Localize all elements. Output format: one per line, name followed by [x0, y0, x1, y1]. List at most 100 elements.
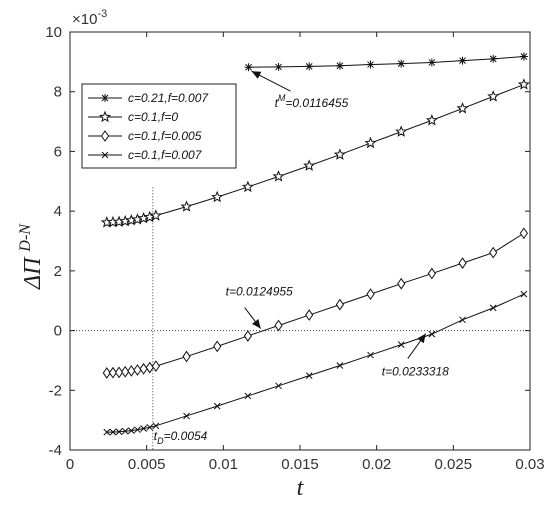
x-tick-label: 0.01	[209, 456, 238, 473]
data-point	[305, 62, 314, 71]
y-tick-label: 0	[54, 323, 62, 340]
data-point	[103, 428, 111, 436]
legend-box	[81, 83, 237, 169]
data-point	[182, 350, 191, 363]
data-point	[152, 422, 160, 430]
legend-marker	[100, 130, 110, 142]
annotation-tm: tM=0.0116455	[275, 93, 349, 110]
x-tick-label: 0.03	[515, 456, 544, 473]
series-3	[102, 227, 528, 379]
data-point	[489, 54, 498, 63]
y-tick-label: 2	[54, 263, 62, 280]
data-point	[333, 148, 346, 160]
data-point	[458, 56, 467, 65]
legend-label: c=0.1,f=0	[128, 110, 178, 124]
data-point	[366, 288, 375, 301]
annotation-td: tD=0.0054	[154, 429, 208, 446]
data-point	[114, 366, 124, 379]
data-point	[395, 125, 408, 137]
x-tick-label: 0	[66, 456, 74, 473]
x-tick-label: 0.005	[128, 456, 166, 473]
series-1	[244, 52, 528, 72]
annotation-td-rest: =0.0054	[164, 429, 208, 443]
legend-label: c=0.21,f=0.007	[128, 91, 209, 105]
x-tick-label: 0.015	[281, 456, 319, 473]
data-point	[213, 402, 221, 410]
y-axis-title-sup: D-N	[17, 223, 34, 253]
data-point	[519, 52, 528, 61]
exponent-base: ×10	[72, 11, 97, 28]
annotation-arrowhead-t1	[252, 318, 261, 329]
legend-marker	[101, 94, 109, 102]
data-point	[456, 102, 469, 114]
x-axis-title: t	[297, 475, 305, 501]
data-point	[243, 330, 252, 342]
y-tick-label: 10	[45, 24, 62, 41]
legend-label: c=0.1,f=0.005	[128, 129, 202, 143]
data-point	[425, 114, 438, 126]
exponent-label: ×10-3	[72, 8, 107, 28]
data-point	[121, 427, 129, 435]
legend-entry: c=0.1,f=0.007	[88, 148, 203, 162]
annotation-tm-sup: M	[278, 93, 286, 103]
data-point	[366, 60, 375, 69]
series-line	[248, 55, 524, 68]
data-point	[336, 362, 344, 369]
data-point	[146, 423, 154, 431]
data-point	[134, 426, 141, 434]
y-axis-title-main: ΔΠ	[20, 256, 46, 290]
series-group	[100, 52, 530, 436]
annotation-arrowhead-t2	[417, 333, 426, 344]
data-point	[274, 319, 283, 332]
annotation-td-sub: D	[157, 436, 164, 446]
data-point	[272, 170, 285, 182]
data-point	[127, 365, 136, 377]
data-point	[487, 90, 500, 102]
data-point	[149, 209, 162, 221]
data-point	[397, 277, 406, 290]
data-point	[244, 63, 253, 72]
data-point	[520, 290, 528, 298]
legend-label: c=0.1,f=0.007	[128, 148, 203, 162]
legend-items: c=0.21,f=0.007 c=0.1,f=0 c=0.1,f=0.005 c=0.…	[88, 91, 209, 162]
legend-entry: c=0.1,f=0	[88, 110, 178, 124]
data-point	[335, 61, 344, 70]
data-point	[367, 351, 374, 359]
legend: c=0.21,f=0.007 c=0.1,f=0 c=0.1,f=0.005 c=0.…	[81, 83, 237, 169]
data-point	[183, 412, 190, 420]
data-point	[335, 298, 344, 311]
data-point	[241, 180, 254, 193]
y-tick-label: 8	[54, 84, 62, 101]
data-point	[397, 341, 405, 348]
data-point	[121, 365, 130, 378]
legend-entry: c=0.1,f=0.005	[88, 129, 202, 143]
data-point	[364, 136, 377, 149]
annotation-t1: t=0.0124955	[226, 285, 293, 299]
exponent-power: -3	[97, 8, 107, 20]
annotation-td-main: t	[154, 429, 158, 443]
data-point	[102, 367, 111, 379]
data-point	[517, 78, 530, 90]
data-point	[133, 364, 142, 376]
data-point	[108, 366, 118, 379]
data-point	[428, 330, 436, 338]
annotation-t2: t=0.0233318	[382, 365, 449, 379]
series-2	[100, 78, 530, 228]
x-tick-label: 0.025	[435, 456, 473, 473]
data-point	[115, 428, 123, 436]
y-tick-label: 6	[54, 143, 62, 160]
data-point	[305, 372, 313, 380]
data-point	[274, 62, 283, 71]
data-point	[213, 340, 222, 353]
data-point	[244, 392, 252, 400]
data-point	[427, 58, 436, 67]
y-tick-label: -2	[49, 382, 62, 399]
data-point	[427, 267, 436, 280]
y-tick-label: -4	[49, 442, 62, 459]
data-point	[305, 309, 314, 321]
data-point	[458, 257, 467, 269]
annotation-tm-main: t	[275, 96, 279, 110]
data-point	[151, 360, 160, 372]
